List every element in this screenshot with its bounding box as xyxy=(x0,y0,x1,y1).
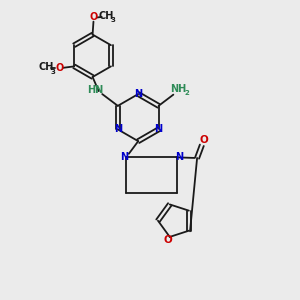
Text: N: N xyxy=(114,124,122,134)
Text: N: N xyxy=(120,152,128,162)
Text: N: N xyxy=(134,89,142,99)
Text: HN: HN xyxy=(88,85,104,94)
Text: 3: 3 xyxy=(50,69,55,75)
Text: CH: CH xyxy=(98,11,113,21)
Text: 3: 3 xyxy=(110,17,115,23)
Text: O: O xyxy=(56,63,64,73)
Text: 2: 2 xyxy=(184,91,189,97)
Text: O: O xyxy=(199,135,208,145)
Text: NH: NH xyxy=(169,84,186,94)
Text: N: N xyxy=(154,124,163,134)
Text: N: N xyxy=(175,152,183,162)
Text: O: O xyxy=(89,13,98,22)
Text: O: O xyxy=(164,236,172,245)
Text: CH: CH xyxy=(39,62,54,72)
